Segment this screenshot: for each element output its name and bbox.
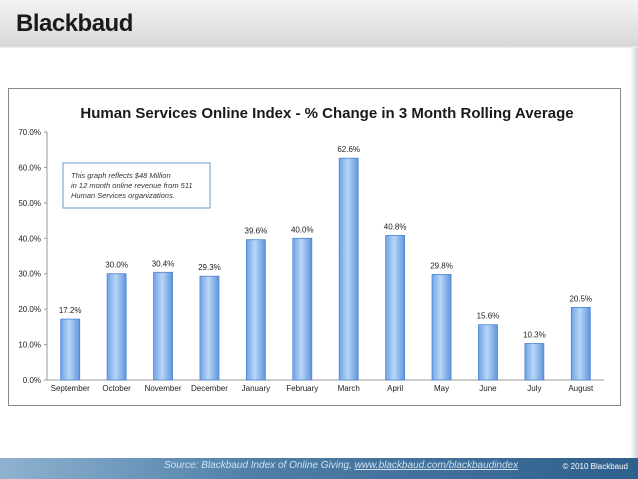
x-tick-label-july: July (527, 384, 541, 393)
x-tick-label-december: December (191, 384, 228, 393)
x-tick-label-october: October (102, 384, 131, 393)
x-tick-label-february: February (286, 384, 318, 393)
data-label-march: 62.6% (337, 145, 360, 154)
x-tick-label-march: March (338, 384, 360, 393)
bar-october (106, 273, 127, 381)
x-tick-label-june: June (479, 384, 497, 393)
data-label-april: 40.8% (384, 222, 407, 231)
y-tick-label: 50.0% (18, 199, 41, 208)
data-label-november: 30.4% (152, 259, 175, 268)
blackbaud-logo: Blackbaud (16, 10, 133, 37)
data-label-july: 10.3% (523, 331, 546, 340)
x-tick-label-august: August (568, 384, 594, 393)
y-tick-label: 60.0% (18, 163, 41, 172)
bar-january (245, 239, 266, 381)
x-tick-label-november: November (145, 384, 182, 393)
bar-august (570, 306, 591, 381)
data-label-june: 15.6% (477, 312, 500, 321)
x-tick-label-april: April (387, 384, 403, 393)
y-tick-label: 0.0% (23, 376, 41, 385)
slide-edge-shadow (630, 48, 638, 458)
x-tick-label-may: May (434, 384, 449, 393)
chart-frame: Human Services Online Index - % Change i… (8, 88, 621, 406)
bar-may (431, 274, 452, 381)
note-line-1: This graph reflects $48 Million (71, 171, 171, 180)
note-line-3: Human Services organizations. (71, 191, 175, 200)
bar-april (385, 235, 406, 381)
bar-june (478, 324, 498, 381)
y-tick-label: 20.0% (18, 305, 41, 314)
bar-march (338, 157, 359, 381)
chart-note: This graph reflects $48 Million in 12 mo… (62, 162, 211, 209)
bar-chart: Human Services Online Index - % Change i… (18, 105, 604, 393)
bar-september (60, 318, 81, 381)
footer-band (0, 458, 638, 479)
source-prefix: Source: Blackbaud Index of Online Giving… (164, 460, 355, 471)
y-tick-label: 30.0% (18, 270, 41, 279)
note-box (62, 162, 211, 209)
x-tick-label-january: January (242, 384, 270, 393)
data-label-may: 29.8% (430, 261, 453, 270)
data-label-august: 20.5% (569, 294, 592, 303)
data-label-october: 30.0% (105, 261, 128, 270)
bar-december (199, 275, 220, 381)
header-band: Blackbaud (0, 0, 638, 48)
data-label-december: 29.3% (198, 263, 221, 272)
data-label-september: 17.2% (59, 306, 82, 315)
source-citation: Source: Blackbaud Index of Online Giving… (164, 460, 518, 471)
data-label-january: 39.6% (245, 227, 268, 236)
bar-february (292, 237, 313, 381)
data-label-february: 40.0% (291, 225, 314, 234)
x-tick-label-september: September (51, 384, 90, 393)
chart-title: Human Services Online Index - % Change i… (80, 105, 573, 122)
bar-november (153, 271, 173, 381)
bar-july (524, 343, 545, 381)
copyright-text: © 2010 Blackbaud (562, 462, 629, 471)
y-tick-label: 70.0% (18, 128, 41, 137)
y-tick-label: 40.0% (18, 234, 41, 243)
source-link[interactable]: www.blackbaud.com/blackbaudindex (354, 460, 519, 471)
note-line-2: in 12 month online revenue from 511 (71, 181, 193, 190)
y-tick-label: 10.0% (18, 341, 41, 350)
